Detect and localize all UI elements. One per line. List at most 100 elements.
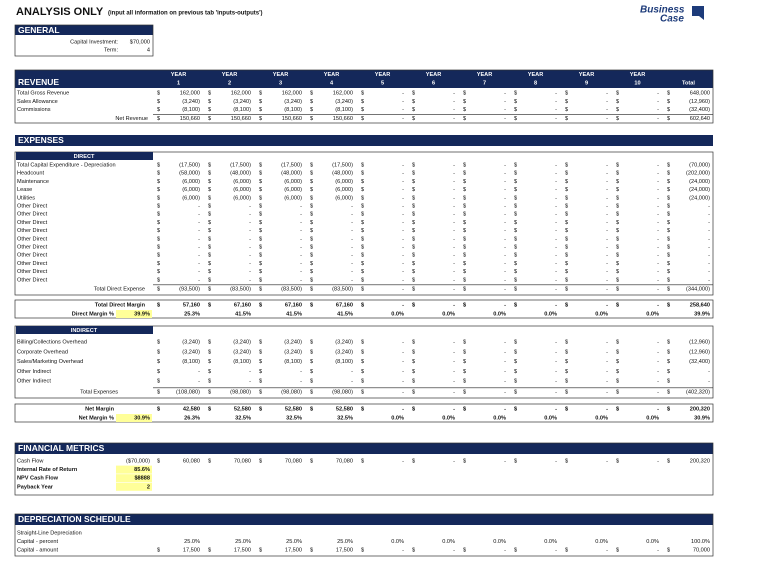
cell-value: - [249,203,251,209]
sub-bar [16,152,153,160]
cell-value: - [300,244,302,250]
currency-sign: $ [514,389,518,395]
cell-value: - [555,90,557,96]
cell-value: (6,000) [284,179,302,185]
cell-value: (3,240) [233,339,251,345]
currency-sign: $ [667,220,671,226]
cell-value: (8,100) [335,359,353,365]
currency-sign: $ [514,116,518,122]
cell-value: - [606,244,608,250]
cell-value: - [351,244,353,250]
cell-value: - [555,179,557,185]
cell-value: - [657,203,659,209]
cell-value: (402,320) [686,389,710,395]
currency-sign: $ [310,236,314,242]
cell-value: - [402,269,404,275]
cell-value: - [504,236,506,242]
currency-sign: $ [514,212,518,218]
cell-value: - [708,269,710,275]
cell-value: - [555,220,557,226]
cell-value: (8,100) [284,359,302,365]
cell-value: 67,160 [285,302,302,308]
cell-value: 258,640 [690,302,710,308]
currency-sign: $ [310,171,314,177]
cell-value: 17,500 [285,547,302,553]
cell-value: 602,640 [690,116,710,122]
section-box [14,513,714,557]
currency-sign: $ [667,547,671,553]
section-box [14,325,714,399]
currency-sign: $ [361,179,365,185]
currency-sign: $ [616,244,620,250]
currency-sign: $ [208,162,212,168]
currency-sign: $ [310,99,314,105]
currency-sign: $ [361,195,365,201]
cell-value: - [402,203,404,209]
cell-value: - [606,220,608,226]
currency-sign: $ [310,458,314,464]
cell-value: - [708,369,710,375]
cell-value: - [555,212,557,218]
currency-sign: $ [310,195,314,201]
currency-sign: $ [361,228,365,234]
cell-value: - [453,277,455,283]
cell-value: - [708,261,710,267]
cell-value: 0.0% [544,311,557,317]
currency-sign: $ [667,90,671,96]
cell-value: - [453,162,455,168]
currency-sign: $ [259,90,263,96]
currency-sign: $ [565,261,569,267]
currency-sign: $ [310,406,314,412]
currency-sign: $ [157,212,161,218]
cell-value: 162,000 [231,90,251,96]
currency-sign: $ [463,179,467,185]
currency-sign: $ [361,212,365,218]
currency-sign: $ [259,236,263,242]
cell-value: (6,000) [284,187,302,193]
currency-sign: $ [157,116,161,122]
cell-value: - [555,203,557,209]
cell-value: (98,080) [281,389,302,395]
cell-value: - [351,269,353,275]
cell-value: - [555,253,557,259]
cell-value: 41.5% [286,311,302,317]
highlight-cell [116,414,152,422]
cell-value: (70,000) [689,162,710,168]
section-bar [15,25,153,35]
cell-value: 0.0% [391,539,404,545]
cell-value: 162,000 [180,90,200,96]
cell-value: 162,000 [333,90,353,96]
currency-sign: $ [463,359,467,365]
currency-sign: $ [259,116,263,122]
currency-sign: $ [157,244,161,250]
cell-value: - [198,269,200,275]
row-label: Other Direct [17,212,48,218]
currency-sign: $ [208,203,212,209]
cell-value: - [453,547,455,553]
currency-sign: $ [565,269,569,275]
cell-value: - [708,220,710,226]
cell-value: 150,660 [333,116,353,122]
currency-sign: $ [259,228,263,234]
cell-value: (58,000) [179,171,200,177]
cell-value: (6,000) [182,179,200,185]
currency-sign: $ [667,458,671,464]
currency-sign: $ [208,179,212,185]
currency-sign: $ [310,162,314,168]
cell-value: - [198,203,200,209]
currency-sign: $ [463,339,467,345]
currency-sign: $ [412,269,416,275]
currency-sign: $ [565,179,569,185]
currency-sign: $ [412,389,416,395]
cell-value: (83,500) [230,286,251,292]
cell-value: - [657,236,659,242]
cell-value: - [453,179,455,185]
cell-value: - [555,302,557,308]
currency-sign: $ [310,302,314,308]
section-title: GENERAL [18,25,60,35]
row-label: Total Direct Margin [95,302,146,308]
cell-value: 42,580 [183,406,200,412]
row-label: Net Margin [85,406,114,412]
cell-value: - [351,228,353,234]
currency-sign: $ [157,389,161,395]
